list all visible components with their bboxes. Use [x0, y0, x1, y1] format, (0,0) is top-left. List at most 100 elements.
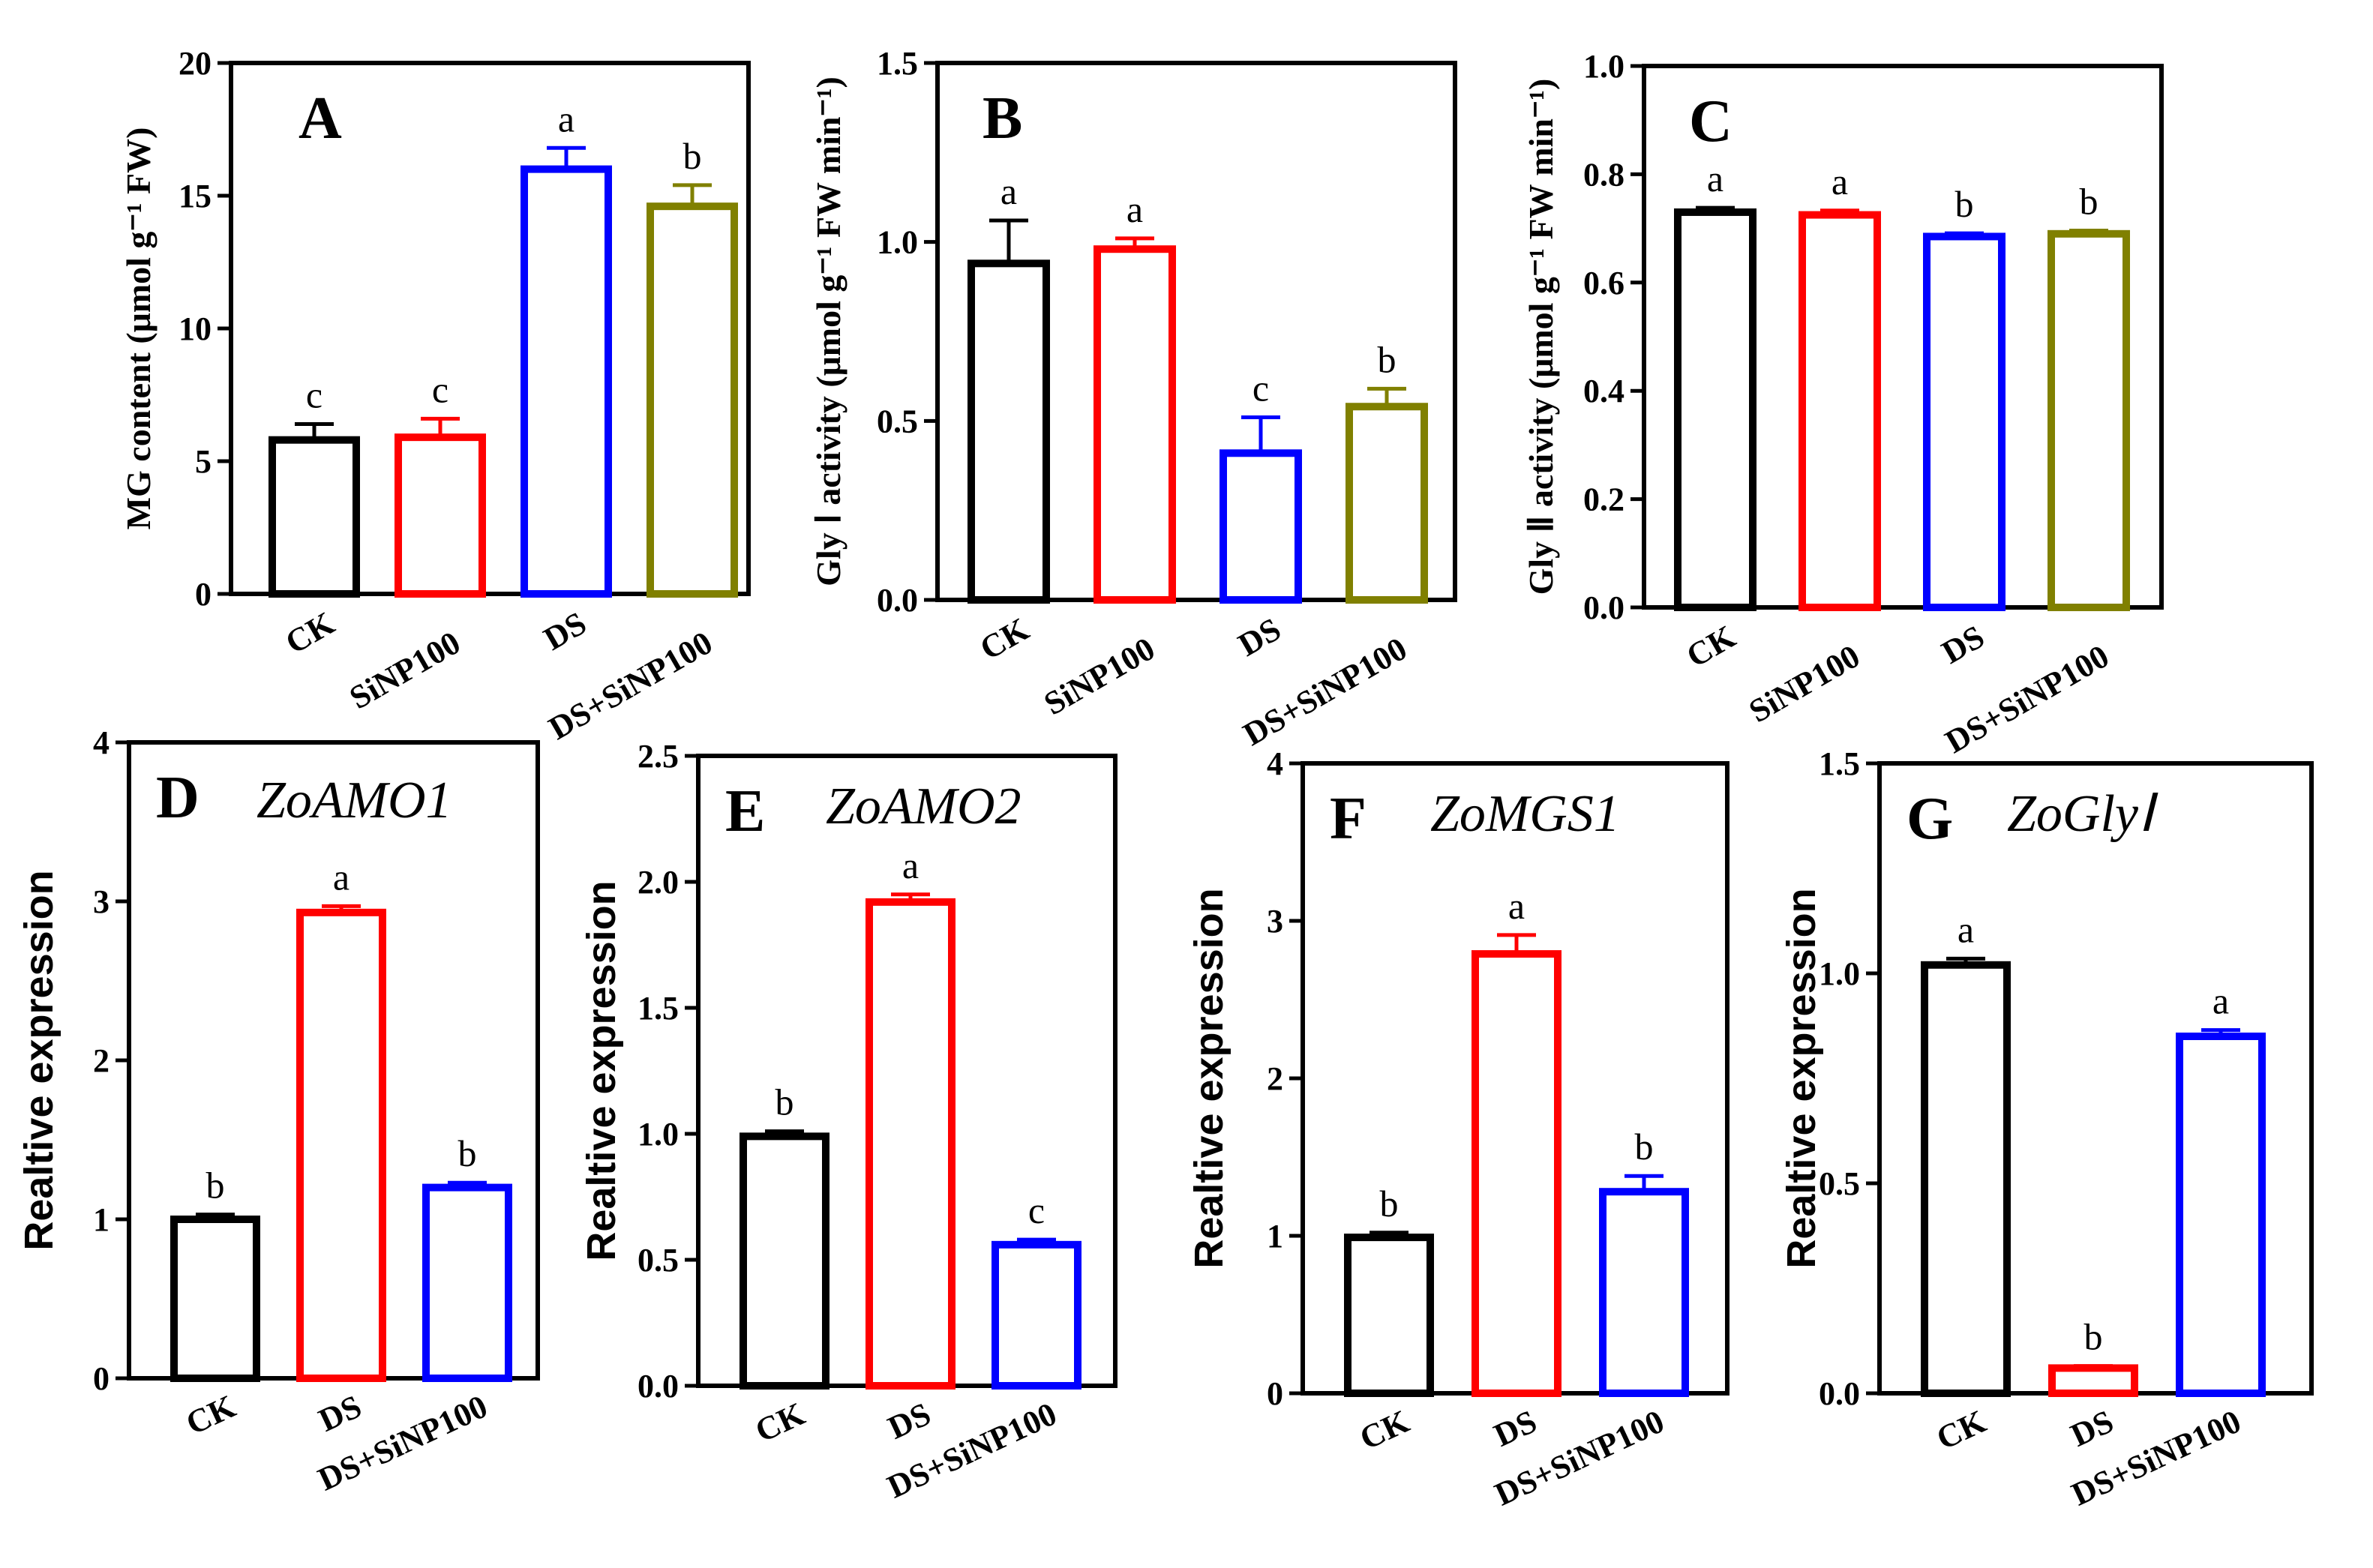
y-tick-label: 1.0	[1583, 48, 1624, 85]
bar-ds-sinp100	[1346, 403, 1428, 604]
bar-ds	[2048, 1364, 2138, 1398]
y-tick-label: 2	[93, 1042, 110, 1079]
significance-letter: a	[558, 97, 574, 139]
significance-letter: b	[776, 1081, 794, 1123]
y-tick-label: 2.0	[638, 864, 679, 901]
significance-letter: a	[333, 856, 350, 898]
chart-panel-e: 0.0 0.5 1.0 1.5 2.0 2.5 Realtive expression E Zo…	[579, 738, 1118, 1506]
y-tick-label: 1.0	[877, 224, 918, 261]
y-tick-label: 5	[195, 443, 212, 480]
bar-ds-sinp100	[646, 202, 738, 598]
bar-ds	[520, 165, 612, 598]
bar-ds-sinp100	[2048, 229, 2130, 611]
gene-name: ZoGlyⅠ	[2007, 785, 2158, 843]
significance-letter: a	[1126, 188, 1143, 230]
significance-letter: a	[902, 844, 919, 886]
significance-letter: c	[306, 373, 322, 415]
bar-ds	[1923, 232, 2006, 611]
y-tick-label: 1.5	[877, 45, 918, 82]
x-category-label: SiNP100	[344, 624, 466, 716]
y-axis-label: Realtive expression	[1779, 888, 1824, 1268]
significance-letter: c	[432, 368, 448, 410]
significance-letter: b	[1635, 1126, 1654, 1168]
significance-letter: b	[1380, 1183, 1399, 1225]
y-tick-label: 10	[178, 310, 212, 347]
x-category-label: DS	[314, 1388, 368, 1439]
significance-letter: a	[1508, 885, 1525, 927]
gene-name: ZoMGS1	[1430, 785, 1620, 843]
y-tick-label: 0.0	[877, 582, 918, 619]
bar-ds	[1220, 449, 1302, 604]
bar-ds-sinp100	[2176, 1033, 2266, 1397]
x-category-label: DS	[538, 604, 592, 658]
bar-ds	[866, 898, 956, 1390]
plot-frame	[1642, 64, 2164, 610]
bar-sinp100	[1094, 245, 1176, 604]
bar-ds-sinp100	[992, 1240, 1082, 1390]
x-category-label: DS	[1936, 618, 1990, 671]
significance-letter: b	[683, 135, 702, 177]
significance-letter: b	[2080, 180, 2098, 222]
y-tick-label: 0.5	[1819, 1165, 1860, 1202]
panel-letter: A	[298, 85, 342, 151]
y-axis-label: MG content (μmol g⁻¹ FW)	[119, 127, 158, 530]
y-tick-label: 0	[195, 576, 212, 613]
x-category-label: CK	[1680, 618, 1742, 674]
significance-letter: c	[1252, 367, 1269, 409]
bar-sinp100	[394, 433, 486, 598]
bar-ck	[170, 1216, 260, 1382]
bar-ds	[296, 908, 386, 1382]
panel-letter: B	[982, 85, 1022, 151]
y-tick-label: 0.0	[1583, 589, 1624, 626]
y-tick-label: 0.2	[1583, 481, 1624, 518]
x-category-label: CK	[1354, 1403, 1415, 1457]
gene-name: ZoAMO1	[256, 772, 452, 829]
y-tick-label: 0.5	[877, 403, 918, 439]
y-axis-label: Gly Ⅱ activity (μmol g⁻¹ FW min⁻¹)	[1522, 79, 1560, 595]
plot-frame	[935, 61, 1457, 602]
y-tick-label: 0.5	[638, 1242, 679, 1279]
chart-panel-b: 0.0 0.5 1.0 1.5 Gly Ⅰ activity (μmol g⁻¹ FW …	[809, 45, 1457, 753]
y-tick-label: 4	[93, 724, 110, 761]
panel-letter: E	[725, 778, 765, 844]
panel-letter: C	[1689, 88, 1732, 154]
x-category-label: SiNP100	[1038, 630, 1161, 722]
bar-ds-sinp100	[422, 1183, 512, 1382]
x-category-label: CK	[974, 610, 1035, 667]
y-axis-label: Realtive expression	[579, 880, 624, 1261]
significance-letter: a	[1832, 160, 1848, 202]
y-tick-label: 0.0	[638, 1368, 679, 1405]
significance-letter: c	[1028, 1189, 1045, 1231]
chart-panel-g: 0.0 0.5 1.0 1.5 Realtive expression G ZoGlyⅠ a C…	[1779, 745, 2314, 1513]
y-tick-label: 15	[178, 178, 212, 214]
y-tick-label: 0	[1267, 1375, 1283, 1412]
x-category-label: DS	[2066, 1403, 2120, 1454]
y-axis-label: Realtive expression	[16, 870, 62, 1250]
bar-sinp100	[1798, 211, 1881, 611]
significance-letter: a	[1000, 170, 1017, 212]
significance-letter: a	[1958, 908, 1974, 950]
y-tick-label: 1.0	[638, 1116, 679, 1153]
y-tick-label: 1.0	[1819, 955, 1860, 992]
chart-panel-c: 0.0 0.2 0.4 0.6 0.8 1.0 Gly Ⅱ activity (μmol g…	[1522, 48, 2164, 760]
bar-ck	[1674, 208, 1756, 611]
significance-letter: a	[2212, 980, 2229, 1022]
y-tick-label: 20	[178, 45, 212, 82]
bar-ds-sinp100	[1599, 1188, 1689, 1397]
panel-letter: F	[1330, 786, 1366, 852]
y-tick-label: 1	[1267, 1218, 1283, 1255]
bar-ck	[968, 259, 1050, 604]
chart-panel-a: 0 5 10 15 20 MG content (μmol g⁻¹ FW) Ac CK c SiN…	[119, 45, 751, 747]
x-category-label: CK	[1931, 1403, 1992, 1457]
bar-ck	[1344, 1234, 1434, 1397]
x-category-label: DS	[1489, 1403, 1543, 1454]
y-tick-label: 3	[1267, 903, 1283, 940]
x-category-label: CK	[750, 1396, 811, 1450]
x-category-label: DS	[1232, 610, 1287, 664]
y-tick-label: 2	[1267, 1060, 1283, 1097]
y-tick-label: 0.8	[1583, 156, 1624, 193]
y-tick-label: 0.0	[1819, 1375, 1860, 1412]
y-axis-label: Realtive expression	[1186, 888, 1232, 1268]
y-tick-label: 4	[1267, 745, 1283, 782]
